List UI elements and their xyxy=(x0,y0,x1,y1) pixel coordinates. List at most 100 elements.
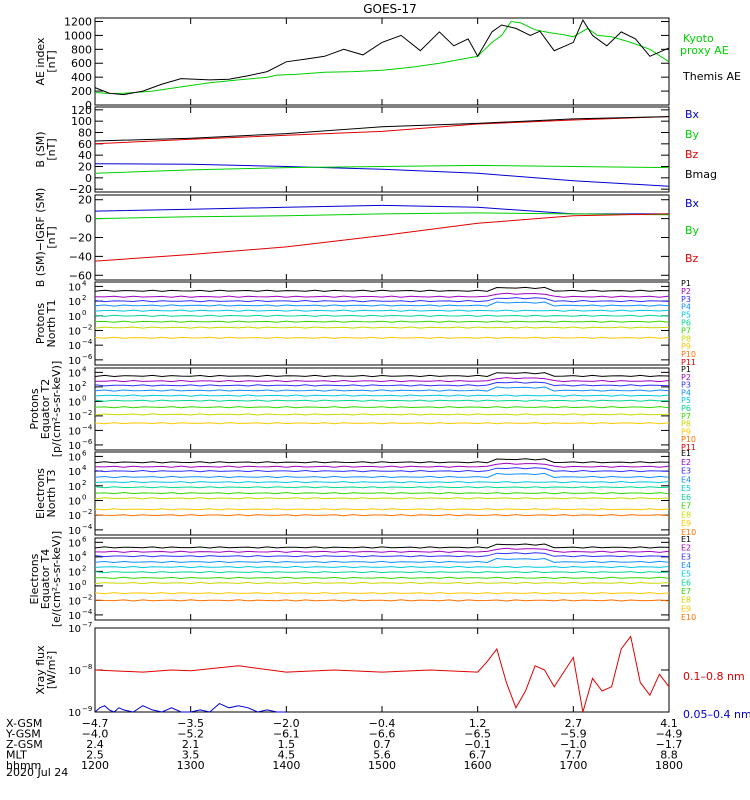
orbit-row-value: 8.8 xyxy=(660,749,678,762)
y-tick-label: 10 xyxy=(68,611,81,622)
legend-e5: E5 xyxy=(681,484,691,493)
legend-kyoto: Kyoto xyxy=(683,32,714,45)
panel-frame xyxy=(94,281,670,366)
y-tick-label: 10 xyxy=(68,567,81,578)
legend-e3: E3 xyxy=(681,552,691,561)
series-level-3 xyxy=(94,297,670,303)
y-tick-label: 10 xyxy=(68,383,81,394)
y-tick-label: 10 xyxy=(68,441,81,452)
y-tick-label: 10 xyxy=(68,596,81,607)
y-tick-exponent: 2 xyxy=(82,380,86,388)
orbit-row-value: −0.4 xyxy=(369,717,396,730)
legend-e9: E9 xyxy=(681,604,691,613)
y-tick-exponent: 4 xyxy=(82,365,87,373)
y-tick-label: 10 xyxy=(68,341,81,352)
y-tick-exponent: −8 xyxy=(82,663,92,671)
orbit-row-value: −3.5 xyxy=(177,717,204,730)
y-tick-exponent: −6 xyxy=(82,353,93,361)
y-tick-exponent: 4 xyxy=(82,464,87,472)
y-tick-exponent: −4 xyxy=(82,523,93,531)
y-tick-exponent: −4 xyxy=(82,338,93,346)
legend-bx: Bx xyxy=(685,108,700,121)
panel-bigrf: −60 −40 −20 0 20 B (SM)−IGRF (SM)[nT] Bx By Bz xyxy=(34,188,700,288)
series-level-10 xyxy=(94,514,670,517)
chart-title: GOES-17 xyxy=(363,2,417,16)
legend-proxy-ae: proxy AE xyxy=(680,44,729,57)
y-tick-exponent: 4 xyxy=(82,550,87,558)
panel-frame xyxy=(94,194,670,281)
y-tick-label: 20 xyxy=(78,161,92,174)
legend-themis-ae: Themis AE xyxy=(682,70,741,83)
y-axis-label: AE index xyxy=(34,37,47,86)
orbit-row-value: 7.7 xyxy=(565,749,583,762)
series-level-7 xyxy=(94,320,670,323)
orbit-row-value: −4.7 xyxy=(82,717,109,730)
legend-p6: P6 xyxy=(681,319,691,328)
series-level-1 xyxy=(94,458,670,464)
y-tick-label: 10 xyxy=(68,666,81,677)
y-tick-label: 10 xyxy=(68,282,81,293)
y-tick-label: 400 xyxy=(71,71,92,84)
series-level-10 xyxy=(94,599,670,602)
orbit-row-value: 4.5 xyxy=(278,749,296,762)
series-kyoto-proxy-ae xyxy=(94,20,670,95)
y-tick-exponent: −2 xyxy=(82,323,92,331)
orbit-row-value: −4.0 xyxy=(82,728,109,741)
y-axis-label: [e/(cm²-s-sr-keV)] xyxy=(50,531,63,627)
y-axis-label: B (SM)−IGRF (SM) xyxy=(34,188,47,288)
y-tick-label: 0 xyxy=(85,213,92,226)
orbit-row-value: 2.4 xyxy=(86,738,104,751)
y-tick-label: 10 xyxy=(68,397,81,408)
legend-p4: P4 xyxy=(681,388,691,397)
y-tick-label: −40 xyxy=(69,250,92,263)
legend-e2: E2 xyxy=(681,544,691,553)
y-axis-label: North T3 xyxy=(45,470,58,518)
y-axis-label: [W/m²] xyxy=(45,651,58,689)
orbit-row-label: Y-GSM xyxy=(5,728,41,741)
series-level-1 xyxy=(94,372,670,378)
y-tick-label: 0 xyxy=(85,99,92,112)
orbit-row-value: −1.0 xyxy=(560,738,587,751)
y-tick-label: 0 xyxy=(85,172,92,185)
series-level-7 xyxy=(94,576,670,580)
legend-bmag: Bmag xyxy=(685,168,717,181)
y-axis-label: [p/(cm²-s-sr-keV)] xyxy=(50,361,63,458)
series-level-4 xyxy=(94,472,670,479)
legend-e4: E4 xyxy=(681,475,691,484)
orbit-row-value: 4.1 xyxy=(660,717,678,730)
y-tick-label: 20 xyxy=(78,194,92,207)
y-tick-exponent: 0 xyxy=(82,394,86,402)
legend-e4: E4 xyxy=(681,561,691,570)
y-tick-label: 10 xyxy=(68,356,81,367)
legend-e10: E10 xyxy=(681,528,696,537)
series-level-6 xyxy=(94,399,670,402)
y-tick-label: −60 xyxy=(69,269,92,282)
series-level-6 xyxy=(94,486,670,489)
y-tick-label: 100 xyxy=(71,115,92,128)
y-tick-exponent: 2 xyxy=(82,479,86,487)
y-tick-exponent: 6 xyxy=(82,449,87,457)
series-level-1 xyxy=(94,286,670,292)
date-label: 2020 Jul 24 xyxy=(6,766,68,779)
legend-p5: P5 xyxy=(681,396,691,405)
y-tick-label: 10 xyxy=(68,467,81,478)
orbit-row-value: 2.5 xyxy=(86,749,104,762)
legend-p9: P9 xyxy=(681,342,691,351)
orbit-row-value: 1200 xyxy=(81,759,109,772)
y-axis-label: Protons xyxy=(28,388,41,429)
orbit-row-value: −2.0 xyxy=(273,717,300,730)
y-tick-label: 10 xyxy=(68,538,81,549)
legend-e8: E8 xyxy=(681,596,691,605)
legend-p4: P4 xyxy=(681,303,691,312)
y-axis-label: Equator T2 xyxy=(39,379,52,439)
series-level-4 xyxy=(94,557,670,564)
y-tick-exponent: 0 xyxy=(82,493,86,501)
legend-xray-long: 0.1–0.8 nm xyxy=(683,670,745,683)
orbit-row-value: 1500 xyxy=(368,759,396,772)
series-bx xyxy=(94,163,670,187)
series-level-2 xyxy=(94,462,670,468)
